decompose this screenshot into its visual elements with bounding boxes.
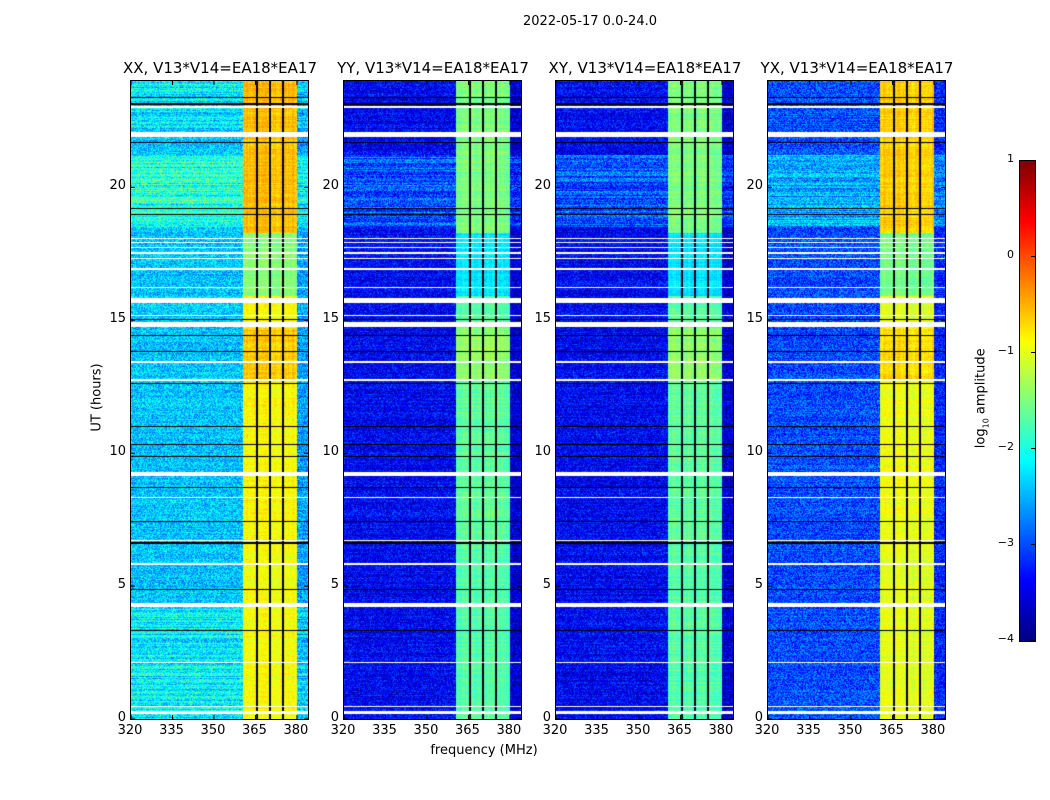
x-tick-label: 350 bbox=[413, 723, 439, 738]
colorbar-tick-mark bbox=[1031, 160, 1035, 161]
panel-yy-axes bbox=[343, 80, 522, 720]
figure-title: 2022-05-17 0.0-24.0 bbox=[523, 14, 657, 29]
axes-ticks bbox=[344, 81, 521, 719]
x-tick-label: 380 bbox=[920, 723, 946, 738]
x-tick-label: 335 bbox=[372, 723, 397, 738]
y-tick-label: 10 bbox=[322, 444, 339, 460]
y-tick-label: 5 bbox=[754, 577, 763, 593]
y-tick-label: 0 bbox=[542, 710, 551, 725]
y-tick-label: 10 bbox=[109, 444, 126, 460]
colorbar-tick-mark bbox=[1031, 256, 1035, 257]
x-tick-label: 335 bbox=[584, 723, 609, 738]
panel-title-yy: YY, V13*V14=EA18*EA17 bbox=[337, 59, 529, 77]
y-tick-label: 5 bbox=[542, 577, 551, 593]
panel-title-yx: YX, V13*V14=EA18*EA17 bbox=[760, 59, 954, 77]
axes-ticks bbox=[768, 81, 945, 719]
panel-xx-axes bbox=[130, 80, 309, 720]
colorbar-tick-label: 1 bbox=[1007, 152, 1014, 165]
x-tick-label: 380 bbox=[283, 723, 309, 738]
x-tick-label: 365 bbox=[667, 723, 692, 738]
x-tick-label: 320 bbox=[542, 723, 568, 738]
y-tick-label: 5 bbox=[117, 577, 126, 593]
x-tick-label: 365 bbox=[879, 723, 904, 738]
y-tick-label: 20 bbox=[109, 178, 126, 194]
y-tick-label: 0 bbox=[330, 710, 339, 725]
panel-yx-axes bbox=[767, 80, 946, 720]
colorbar-tick-mark bbox=[1031, 640, 1035, 641]
colorbar-tick-mark bbox=[1031, 448, 1035, 449]
y-tick-label: 0 bbox=[754, 710, 763, 725]
y-tick-label: 0 bbox=[117, 710, 126, 725]
x-tick-label: 350 bbox=[625, 723, 651, 738]
heatmap-image bbox=[344, 81, 521, 719]
x-tick-label: 335 bbox=[159, 723, 184, 738]
panel-xy-axes bbox=[555, 80, 734, 720]
colorbar-label-suffix: amplitude bbox=[973, 348, 989, 419]
colorbar-tick-mark bbox=[1031, 352, 1035, 353]
panel-title-xy: XY, V13*V14=EA18*EA17 bbox=[548, 59, 742, 77]
x-tick-label: 365 bbox=[242, 723, 267, 738]
x-axis-label: frequency (MHz) bbox=[430, 743, 538, 758]
x-tick-label: 365 bbox=[455, 723, 480, 738]
colorbar-label-sub: 10 bbox=[981, 418, 991, 429]
x-tick-label: 320 bbox=[754, 723, 780, 738]
colorbar-tick-label: −1 bbox=[997, 344, 1014, 357]
y-tick-label: 15 bbox=[746, 311, 763, 327]
y-tick-label: 10 bbox=[534, 444, 551, 460]
heatmap-image bbox=[131, 81, 308, 719]
colorbar-tick-label: −3 bbox=[997, 536, 1014, 549]
y-tick-label: 10 bbox=[746, 444, 763, 460]
heatmap-image bbox=[556, 81, 733, 719]
x-tick-label: 320 bbox=[117, 723, 143, 738]
x-tick-label: 380 bbox=[496, 723, 522, 738]
colorbar bbox=[1019, 160, 1036, 642]
colorbar-tick-label: 0 bbox=[1007, 248, 1014, 261]
y-tick-label: 15 bbox=[322, 311, 339, 327]
y-tick-label: 20 bbox=[746, 178, 763, 194]
x-tick-label: 335 bbox=[796, 723, 821, 738]
x-tick-label: 380 bbox=[708, 723, 734, 738]
x-tick-label: 350 bbox=[837, 723, 863, 738]
colorbar-gradient bbox=[1020, 161, 1035, 641]
y-tick-label: 20 bbox=[322, 178, 339, 194]
colorbar-tick-label: −2 bbox=[997, 440, 1014, 453]
heatmap-image bbox=[768, 81, 945, 719]
colorbar-tick-mark bbox=[1031, 544, 1035, 545]
y-tick-label: 15 bbox=[534, 311, 551, 327]
panel-title-xx: XX, V13*V14=EA18*EA17 bbox=[122, 59, 317, 77]
y-tick-label: 5 bbox=[330, 577, 339, 593]
x-tick-label: 320 bbox=[330, 723, 356, 738]
axes-ticks bbox=[556, 81, 733, 719]
y-tick-label: 20 bbox=[534, 178, 551, 194]
axes-ticks bbox=[131, 81, 308, 719]
y-tick-label: 15 bbox=[109, 311, 126, 327]
x-tick-label: 350 bbox=[200, 723, 226, 738]
y-axis-label: UT (hours) bbox=[89, 363, 105, 432]
colorbar-tick-label: −4 bbox=[997, 632, 1014, 645]
